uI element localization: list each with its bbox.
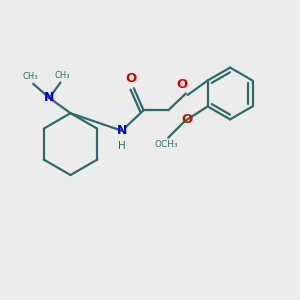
Text: OCH₃: OCH₃ (154, 140, 178, 149)
Text: O: O (181, 113, 192, 126)
Text: H: H (118, 141, 126, 151)
Text: O: O (126, 72, 137, 85)
Text: CH₃: CH₃ (54, 70, 70, 80)
Text: N: N (117, 124, 127, 137)
Text: N: N (44, 92, 55, 104)
Text: O: O (177, 77, 188, 91)
Text: CH₃: CH₃ (23, 72, 38, 81)
